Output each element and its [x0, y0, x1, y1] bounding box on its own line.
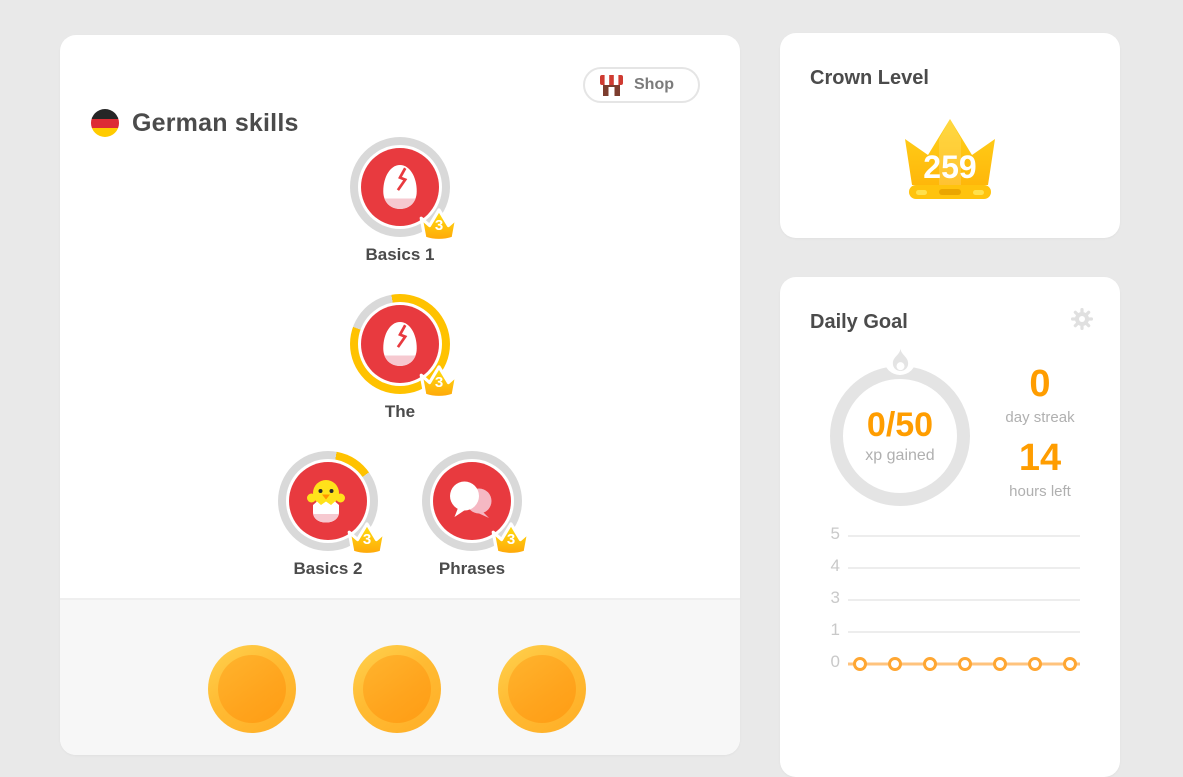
chart-gridline: [848, 631, 1080, 633]
skills-header: German skills Shop: [60, 35, 740, 141]
crown-level-number: 3: [434, 217, 444, 234]
crown-level-badge: 3: [416, 361, 462, 402]
chart-y-tick: 1: [830, 620, 840, 639]
skill-progress-ring[interactable]: 3: [350, 137, 459, 243]
crown-level-card: Crown Level 259: [780, 33, 1120, 238]
skill-name: Basics 1: [365, 245, 435, 264]
skill-basics-2[interactable]: 3 Basics 2: [258, 451, 398, 579]
crown-level-badge: 3: [344, 518, 390, 559]
page-title: German skills: [132, 109, 299, 137]
daily-goal-progress-ring: 0/50 xp gained: [830, 366, 970, 506]
chart-gridline: [848, 535, 1080, 537]
xp-progress-label: xp gained: [865, 446, 935, 464]
cracked-egg-icon: [383, 165, 417, 209]
chart-y-tick: 3: [830, 588, 840, 607]
skill-name: Basics 2: [293, 559, 363, 578]
chart-gridline: [848, 599, 1080, 601]
xp-history-chart: 5 4 3 1 0: [780, 517, 1120, 697]
crown-level-badge: 3: [416, 204, 462, 245]
shop-button[interactable]: Shop: [583, 67, 700, 103]
streak-value: 0: [1029, 363, 1051, 405]
gear-icon[interactable]: [1070, 307, 1094, 331]
goal-stats: 0 day streak 14 hours left: [970, 365, 1110, 513]
flame-icon: [884, 343, 916, 375]
gold-coin-icon[interactable]: [498, 645, 586, 733]
hatched-chick-icon: [307, 480, 345, 523]
daily-goal-title: Daily Goal: [810, 311, 908, 333]
chart-line-series: [848, 657, 1080, 671]
skill-name: The: [384, 402, 416, 421]
crown-level-badge: 3: [488, 518, 534, 559]
cracked-egg-icon: [383, 322, 417, 366]
storefront-icon: [600, 74, 623, 96]
chart-y-tick: 0: [830, 652, 840, 671]
skill-the[interactable]: 3 The: [330, 294, 470, 422]
speech-bubbles-icon: [450, 481, 492, 518]
gold-coin-icon[interactable]: [353, 645, 441, 733]
crown-level-title: Crown Level: [810, 67, 929, 89]
hours-left-value: 14: [1018, 437, 1062, 479]
chart-y-tick: 4: [830, 556, 840, 575]
crown-level-number: 3: [434, 374, 444, 391]
hours-left-label: hours left: [1009, 483, 1071, 500]
crown-level-value: 259: [923, 149, 977, 185]
checkpoint-section: [60, 598, 740, 755]
skill-progress-ring[interactable]: 3: [350, 294, 459, 400]
german-flag-icon: [91, 109, 119, 137]
crown-icon: [905, 119, 995, 199]
skills-card: German skills Shop: [60, 35, 740, 755]
crown-level-number: 3: [506, 531, 516, 548]
gold-coin-icon[interactable]: [208, 645, 296, 733]
skill-name: Phrases: [438, 559, 506, 578]
streak-label: day streak: [1005, 409, 1075, 426]
chart-y-tick: 5: [830, 524, 840, 543]
skill-basics-1[interactable]: 3 Basics 1: [330, 137, 470, 265]
skill-progress-ring[interactable]: 3: [278, 451, 387, 557]
shop-button-label: Shop: [634, 76, 674, 93]
daily-goal-card: Daily Goal 0/50 xp gained 0 day streak 1…: [780, 277, 1120, 777]
skill-phrases[interactable]: 3 Phrases: [402, 451, 542, 579]
chart-gridline: [848, 567, 1080, 569]
skill-progress-ring[interactable]: 3: [422, 451, 531, 557]
crown-level-number: 3: [362, 531, 372, 548]
xp-progress-value: 0/50: [866, 406, 934, 445]
